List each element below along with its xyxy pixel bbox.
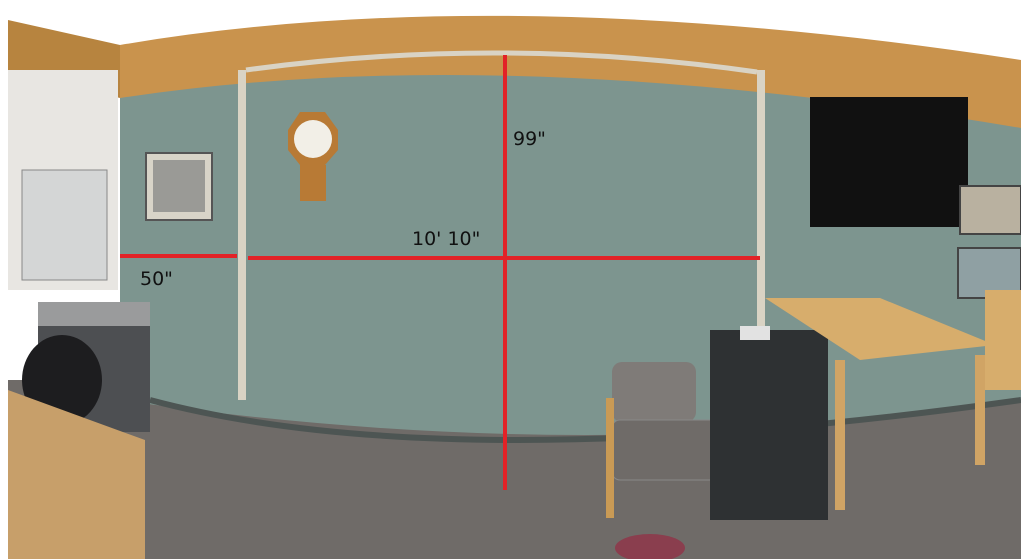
- rack-leg: [835, 360, 845, 510]
- height-label: 99": [513, 128, 546, 150]
- clock-pendulum: [300, 165, 326, 201]
- door: [22, 170, 107, 280]
- armchair-seat: [612, 420, 722, 480]
- offset-label: 50": [140, 268, 173, 290]
- av-cart: [710, 330, 828, 520]
- conduit: [238, 70, 246, 400]
- rack-leg: [975, 355, 985, 465]
- photo: 99" 10' 10" 50": [0, 0, 1021, 559]
- picture-image: [153, 160, 205, 212]
- cabinet: [985, 290, 1021, 390]
- tv: [810, 97, 968, 227]
- clock-face: [294, 120, 332, 158]
- armchair-back: [612, 362, 696, 422]
- armchair-frame: [606, 398, 614, 518]
- width-label: 10' 10": [412, 228, 480, 250]
- printer-top: [38, 302, 150, 326]
- page: 99" 10' 10" 50" (() => { const data = JS…: [0, 0, 1021, 559]
- device: [740, 326, 770, 340]
- framed-picture: [960, 186, 1021, 234]
